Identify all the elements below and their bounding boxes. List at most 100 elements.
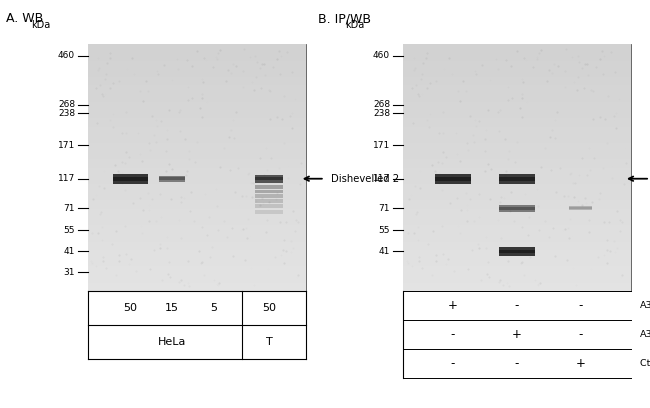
Bar — [403, 77, 630, 86]
Bar — [88, 217, 306, 225]
Text: 15: 15 — [164, 303, 179, 313]
Bar — [88, 176, 306, 184]
Bar — [159, 177, 185, 180]
Bar — [403, 176, 630, 184]
Bar — [499, 247, 535, 256]
Text: Dishevelled 2: Dishevelled 2 — [331, 174, 399, 184]
Text: 5: 5 — [210, 303, 216, 313]
Bar — [112, 177, 148, 181]
Bar — [403, 208, 630, 217]
Bar — [403, 86, 630, 94]
Bar — [88, 44, 306, 291]
Text: 50: 50 — [262, 303, 276, 313]
Text: kDa: kDa — [31, 20, 50, 30]
Bar — [88, 283, 306, 291]
Text: A302-952A: A302-952A — [640, 301, 650, 310]
Text: +: + — [512, 328, 522, 341]
Text: A. WB: A. WB — [6, 12, 44, 25]
Text: 55: 55 — [378, 226, 390, 235]
Bar — [255, 190, 283, 193]
Text: 55: 55 — [64, 226, 75, 235]
Text: -: - — [451, 328, 455, 341]
Bar — [569, 208, 592, 209]
Bar — [403, 184, 630, 192]
Text: 268: 268 — [373, 100, 390, 109]
Bar — [499, 177, 535, 181]
Bar — [88, 118, 306, 126]
Text: 238: 238 — [373, 109, 390, 118]
Text: +: + — [575, 357, 586, 370]
Bar — [88, 126, 306, 135]
Bar — [88, 135, 306, 143]
Text: 71: 71 — [378, 204, 390, 213]
Bar — [159, 175, 185, 182]
Bar — [403, 126, 630, 135]
Bar — [88, 275, 306, 283]
Bar — [88, 160, 306, 168]
Bar — [255, 204, 283, 208]
Bar — [88, 192, 306, 200]
Bar — [403, 192, 630, 200]
Bar — [499, 174, 535, 184]
Text: 71: 71 — [64, 204, 75, 213]
Bar — [403, 118, 630, 126]
Text: 31: 31 — [64, 268, 75, 277]
Text: kDa: kDa — [344, 20, 364, 30]
Bar — [88, 242, 306, 250]
Text: 171: 171 — [58, 141, 75, 150]
Bar — [88, 77, 306, 86]
Bar — [88, 233, 306, 242]
Bar — [403, 250, 630, 258]
Text: 460: 460 — [58, 51, 75, 60]
Bar — [403, 53, 630, 61]
Bar — [403, 44, 630, 53]
Bar — [499, 207, 535, 210]
Bar — [403, 110, 630, 118]
Text: -: - — [578, 328, 582, 341]
Bar — [255, 185, 283, 189]
Text: 268: 268 — [58, 100, 75, 109]
Bar — [88, 208, 306, 217]
Bar — [499, 250, 535, 253]
Text: -: - — [451, 357, 455, 370]
Text: +: + — [448, 299, 458, 312]
Text: 41: 41 — [64, 247, 75, 256]
Bar — [403, 94, 630, 102]
Bar — [88, 168, 306, 176]
Bar — [403, 135, 630, 143]
Text: 117: 117 — [372, 174, 390, 183]
Text: 238: 238 — [58, 109, 75, 118]
Bar — [88, 44, 306, 53]
Text: 41: 41 — [378, 247, 390, 256]
Bar — [403, 160, 630, 168]
Bar — [403, 233, 630, 242]
Bar — [255, 195, 283, 198]
Bar — [112, 173, 148, 184]
Bar — [435, 173, 471, 184]
Bar — [403, 69, 630, 77]
Bar — [403, 44, 630, 291]
Bar — [403, 283, 630, 291]
Text: HeLa: HeLa — [157, 337, 186, 347]
Bar — [88, 225, 306, 233]
Bar — [88, 86, 306, 94]
Bar — [403, 151, 630, 160]
Text: 460: 460 — [373, 51, 390, 60]
Text: -: - — [578, 299, 582, 312]
Text: -: - — [515, 357, 519, 370]
Bar — [569, 206, 592, 210]
Bar — [435, 177, 471, 181]
Text: 117: 117 — [58, 174, 75, 183]
Bar — [255, 211, 283, 215]
Bar — [88, 69, 306, 77]
Bar — [255, 175, 283, 183]
Text: B. IP/WB: B. IP/WB — [318, 12, 372, 25]
Text: A302-953A: A302-953A — [640, 330, 650, 339]
Bar — [403, 200, 630, 208]
Bar — [88, 102, 306, 110]
Text: -: - — [515, 299, 519, 312]
Bar — [403, 266, 630, 275]
Bar — [88, 250, 306, 258]
Bar — [403, 102, 630, 110]
Bar — [403, 168, 630, 176]
